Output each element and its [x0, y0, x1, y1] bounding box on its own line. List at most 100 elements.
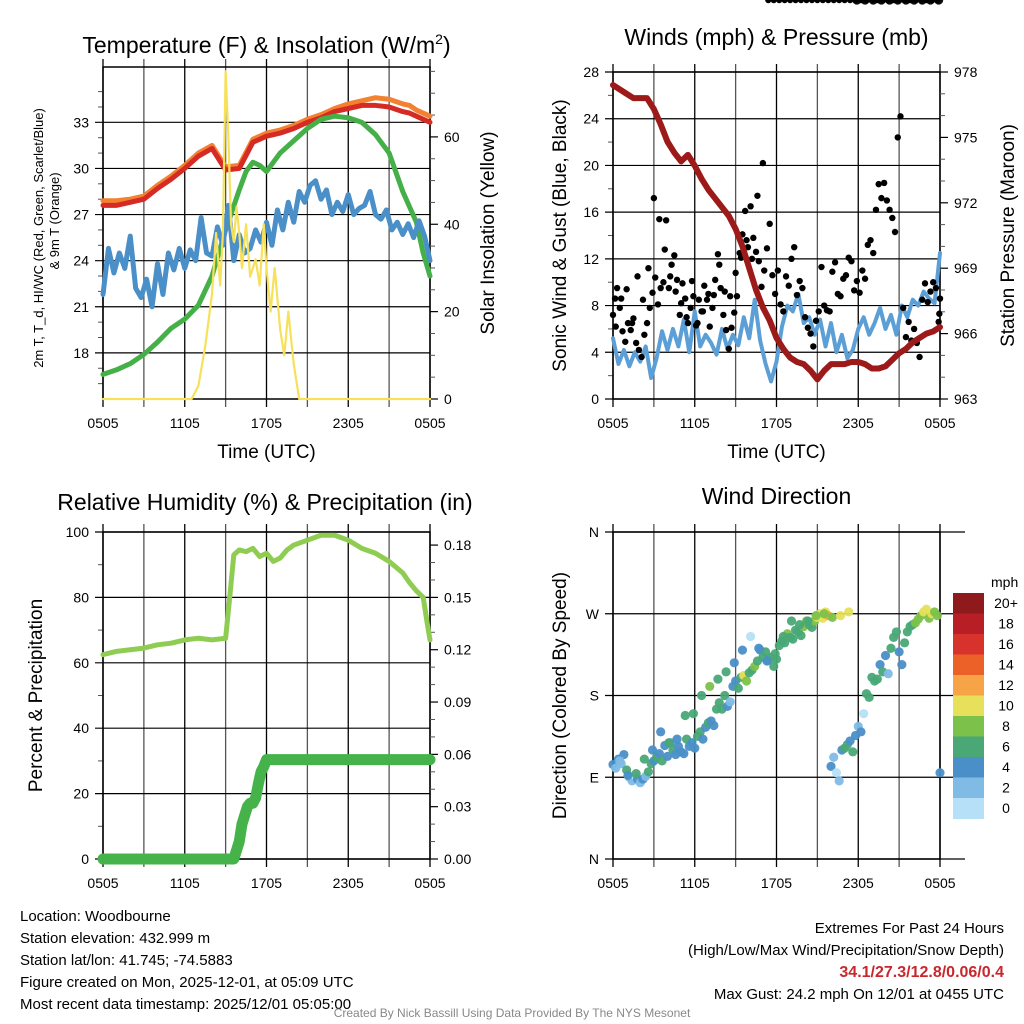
gust-point: [671, 252, 678, 259]
wind-direction-point: [720, 690, 730, 701]
x-tick-label: 2305: [333, 875, 364, 891]
wind-direction-point: [713, 674, 723, 684]
wind-direction-point: [679, 749, 689, 759]
gust-point: [616, 304, 624, 312]
y-tick-label: 80: [73, 589, 89, 605]
gust-point: [819, 0, 827, 4]
latlon-text: Station lat/lon: 41.745; -74.5883: [20, 952, 233, 969]
gust-point: [875, 180, 882, 188]
wind-direction-point: [729, 658, 739, 668]
wind-direction-point: [696, 690, 707, 701]
wind-direction-point: [688, 709, 698, 719]
y-tick-label: N: [589, 851, 599, 867]
wind-direction-point: [848, 747, 858, 757]
title-end: ): [443, 32, 451, 58]
figure-created-text: Figure created on Mon, 2025-12-01, at 05…: [20, 974, 354, 991]
y-axis-label-line2: & 9m T (Orange): [47, 172, 62, 269]
chart-title: Temperature (F) & Insolation (W/m2): [82, 31, 450, 58]
series-sonic-wind: [611, 251, 942, 384]
gust-point: [792, 0, 799, 4]
max-gust-text: Max Gust: 24.2 mph On 12/01 at 0455 UTC: [713, 986, 1004, 1003]
x-tick-label: 1705: [251, 875, 282, 891]
wind-direction-point: [925, 0, 936, 5]
wind-direction-point: [891, 627, 902, 637]
gust-point: [936, 310, 943, 317]
gust-point: [627, 326, 634, 334]
legend-swatch: [953, 777, 984, 799]
chart-wind-direction: N E S W N 0505 1105 1705 2305 0505 Wind Direction D…: [550, 0, 1018, 891]
gust-point: [638, 353, 645, 361]
legend-label: 20+: [994, 595, 1018, 611]
series-insolation_yellow: [101, 70, 432, 401]
gust-point: [820, 302, 828, 309]
gust-point: [687, 304, 694, 312]
chart-title: Wind Direction: [702, 483, 852, 509]
legend-swatch: [953, 654, 984, 676]
y-tick-label: E: [590, 769, 599, 785]
gust-point: [755, 257, 762, 265]
gust-point: [656, 215, 663, 223]
x-tick-label: 0505: [924, 415, 955, 431]
wind-direction-point: [829, 752, 839, 762]
wind-direction-point: [872, 674, 882, 684]
series-temp_red: [100, 102, 433, 208]
chart-title: Relative Humidity (%) & Precipitation (i…: [57, 489, 472, 515]
y-tick-label: 8: [591, 298, 599, 314]
wind-direction-point: [705, 681, 715, 692]
wind-direction-point: [786, 616, 797, 626]
gust-point: [741, 207, 749, 215]
title-main: Temperature (F) & Insolation (W/m: [82, 32, 435, 58]
gust-point: [667, 273, 674, 280]
gust-point: [652, 274, 659, 281]
gust-point: [747, 203, 754, 210]
gust-point: [769, 272, 776, 279]
gust-point: [872, 206, 880, 214]
wind-direction-point: [884, 0, 895, 5]
y-tick-label: 16: [583, 204, 599, 220]
gust-point: [649, 289, 656, 296]
gust-point: [894, 134, 901, 141]
extremes-subtitle: (High/Low/Max Wind/Precipitation/Snow De…: [688, 942, 1004, 959]
y-tick-label: 0: [81, 851, 89, 867]
y-tick-label: N: [589, 524, 599, 540]
gust-point: [804, 324, 812, 331]
gust-point: [886, 206, 893, 214]
y-axis-label-line1: 2m T, T_d, HI/WC (Red, Green, Scarlet/Bl…: [31, 108, 46, 368]
gust-point: [774, 267, 782, 274]
gust-point: [668, 261, 675, 268]
gust-point: [919, 296, 926, 303]
wind-direction-point: [741, 676, 752, 686]
gust-point: [770, 0, 777, 4]
gust-point: [814, 0, 821, 4]
y-tick-label: 60: [73, 655, 89, 671]
series-windchill_blue: [100, 178, 433, 310]
y2-tick-label: 972: [954, 195, 978, 211]
x-tick-label: 1105: [170, 415, 200, 431]
gust-point: [609, 311, 617, 319]
wind-direction-point: [856, 727, 866, 737]
gust-point: [617, 295, 625, 302]
gust-point: [748, 255, 756, 263]
gust-point: [613, 284, 621, 292]
wind-direction-point: [769, 661, 779, 672]
wind-direction-point: [672, 734, 682, 744]
y-tick-label: 33: [73, 114, 89, 130]
gust-point: [710, 291, 718, 299]
y2-tick-label: 20: [444, 304, 460, 320]
gust-point: [900, 304, 907, 312]
gust-point: [639, 296, 647, 303]
x-tick-label: 2305: [843, 415, 874, 431]
legend-label: 18: [998, 616, 1014, 632]
gust-point: [709, 304, 716, 312]
legend-label: 6: [1002, 739, 1010, 755]
wind-direction-point: [698, 734, 708, 744]
gust-point: [766, 220, 773, 228]
gust-point: [721, 288, 728, 295]
x-tick-label: 0505: [597, 875, 628, 891]
wind-direction-point: [819, 609, 829, 619]
y2-tick-label: 963: [954, 391, 978, 407]
plot-frame: [102, 531, 431, 860]
chart-rh-precip: 0 20 40 60 80 100 0505 1105 1705 2305 0505 0.00 0.03…: [26, 489, 473, 891]
gust-point: [705, 290, 712, 298]
gust-point: [905, 318, 912, 326]
